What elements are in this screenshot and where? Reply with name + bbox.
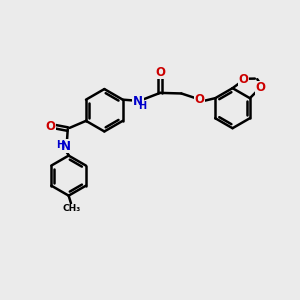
Text: O: O (195, 93, 205, 106)
Text: O: O (46, 120, 56, 133)
Text: H: H (138, 101, 146, 111)
Text: CH₃: CH₃ (62, 204, 81, 213)
Text: O: O (239, 74, 249, 86)
Text: H: H (56, 140, 64, 150)
Text: O: O (155, 66, 165, 79)
Text: N: N (61, 140, 71, 153)
Text: N: N (133, 94, 143, 108)
Text: O: O (255, 81, 265, 94)
